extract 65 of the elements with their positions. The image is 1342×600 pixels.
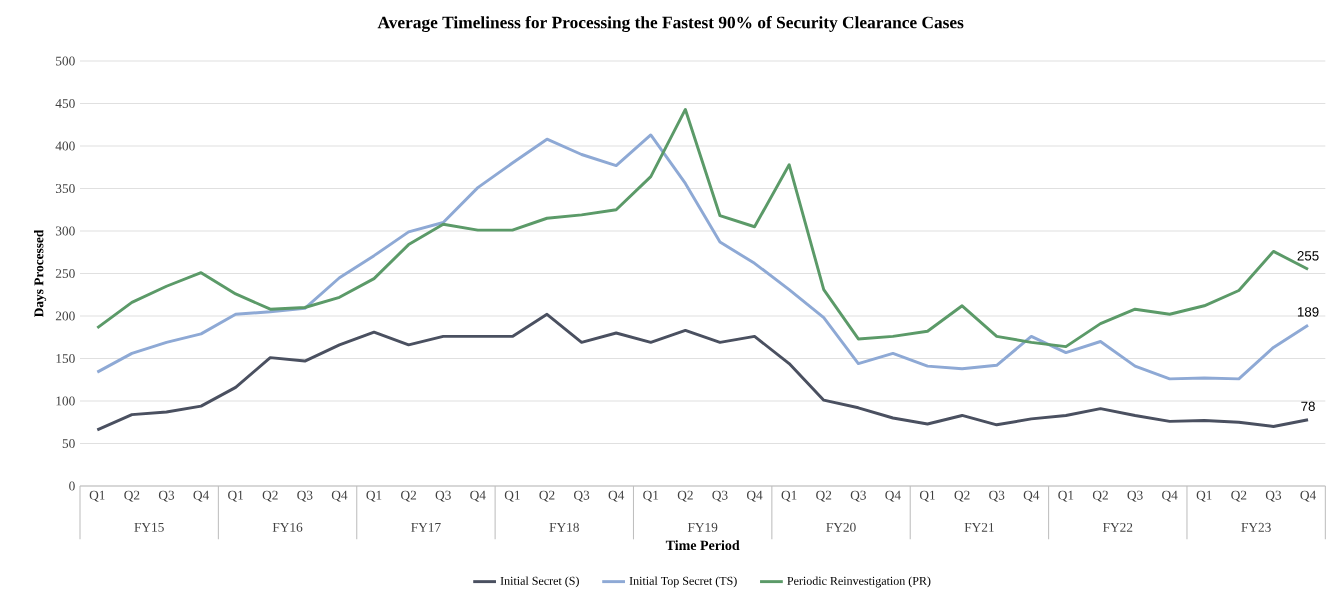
y-tick-label: 200 [55, 311, 75, 321]
x-tick-label: Q1 [504, 490, 520, 502]
y-tick-label: 0 [69, 481, 75, 491]
y-tick-label: 500 [56, 56, 75, 66]
x-tick-label: Q3 [712, 490, 728, 502]
text: FY17 [411, 522, 441, 532]
x-tick-label: Q4 [1023, 490, 1040, 502]
legend-label: Periodic Reinvestigation (PR) [787, 576, 931, 588]
x-tick-label: Q2 [401, 490, 417, 502]
x-tick-label: Q1 [1196, 490, 1212, 502]
x-tick-label: Q4 [746, 490, 763, 502]
x-tick-label: Q3 [158, 490, 175, 502]
y-tick-label: 450 [55, 99, 75, 108]
legend-label: Initial Secret (S) [500, 576, 579, 588]
chart-title: Average Timeliness for Processing the Fastest 90% of Security Clearance Cases [377, 15, 964, 33]
text: FY23 [1241, 522, 1271, 532]
y-tick-label: 250 [55, 269, 75, 278]
text: FY21 [964, 522, 994, 532]
x-tick-label: Q3 [297, 490, 313, 502]
y-tick-label: 400 [55, 141, 75, 151]
data-label: 255 [1297, 251, 1319, 261]
y-tick-label: 50 [62, 439, 75, 448]
x-tick-label: Q3 [435, 490, 451, 502]
x-tick-label: Q4 [331, 490, 348, 502]
y-axis-title: Days Processed [33, 229, 47, 318]
x-tick-label: Q2 [677, 490, 693, 502]
text: FY18 [549, 522, 579, 532]
x-tick-label: Q3 [850, 490, 866, 502]
x-tick-label: Q4 [1162, 490, 1178, 502]
x-tick-label: Q4 [470, 490, 486, 502]
x-tick-label: Q3 [1265, 490, 1282, 502]
y-tick-label: 100 [56, 396, 75, 406]
x-tick-label: Q1 [1058, 490, 1074, 502]
x-tick-label: Q2 [262, 490, 278, 502]
x-tick-label: Q2 [124, 490, 140, 502]
y-tick-label: 150 [56, 354, 75, 363]
x-tick-label: Q4 [1300, 490, 1316, 502]
data-label: 78 [1301, 401, 1315, 411]
x-tick-label: Q2 [816, 490, 832, 502]
legend-label: Initial Top Secret (TS) [629, 576, 737, 588]
x-axis-title: Time Period [665, 540, 740, 551]
x-tick-label: Q4 [193, 490, 210, 502]
x-tick-label: Q1 [366, 490, 382, 502]
data-label: 189 [1297, 307, 1319, 317]
x-tick-label: Q3 [989, 490, 1005, 502]
x-tick-label: Q4 [885, 490, 901, 502]
text: FY16 [272, 522, 303, 532]
x-tick-label: Q3 [1127, 490, 1143, 502]
x-tick-label: Q2 [1231, 490, 1247, 502]
text: FY19 [687, 522, 718, 532]
x-tick-label: Q1 [781, 490, 797, 502]
x-tick-label: Q3 [573, 490, 590, 502]
y-tick-label: 350 [55, 184, 75, 193]
text: FY20 [826, 522, 856, 532]
x-tick-label: Q4 [608, 490, 625, 502]
x-tick-label: Q1 [643, 490, 659, 502]
x-tick-label: Q2 [954, 490, 970, 502]
x-tick-label: Q2 [1092, 490, 1108, 502]
x-tick-label: Q1 [919, 490, 935, 502]
text: FY15 [134, 522, 164, 532]
x-tick-label: Q1 [89, 490, 105, 502]
x-tick-label: Q1 [228, 490, 244, 502]
y-tick-label: 300 [55, 226, 75, 236]
x-tick-label: Q2 [539, 490, 555, 502]
text: FY22 [1102, 522, 1133, 532]
